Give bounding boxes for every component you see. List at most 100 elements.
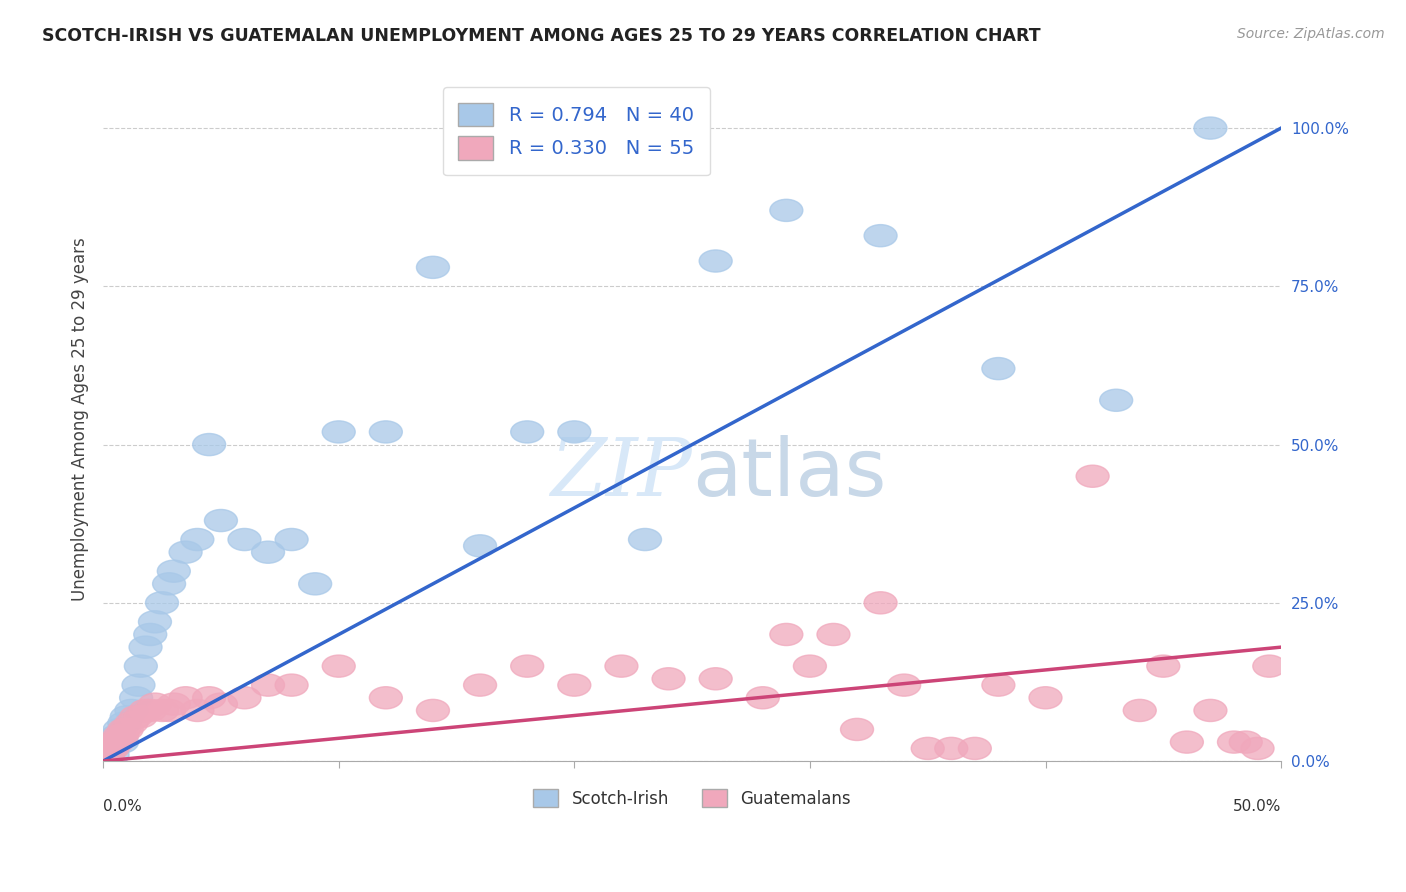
Text: ZIP: ZIP — [550, 435, 692, 513]
Ellipse shape — [103, 724, 136, 747]
Ellipse shape — [841, 718, 873, 740]
Ellipse shape — [193, 434, 225, 456]
Ellipse shape — [157, 693, 190, 715]
Ellipse shape — [322, 421, 356, 443]
Ellipse shape — [1218, 731, 1250, 753]
Ellipse shape — [94, 738, 127, 759]
Ellipse shape — [959, 738, 991, 759]
Ellipse shape — [110, 706, 143, 728]
Ellipse shape — [464, 674, 496, 696]
Ellipse shape — [370, 687, 402, 709]
Ellipse shape — [115, 712, 148, 734]
Ellipse shape — [193, 687, 225, 709]
Ellipse shape — [981, 674, 1015, 696]
Ellipse shape — [1253, 655, 1286, 677]
Text: 50.0%: 50.0% — [1233, 799, 1281, 814]
Ellipse shape — [817, 624, 851, 646]
Ellipse shape — [510, 421, 544, 443]
Ellipse shape — [146, 699, 179, 722]
Ellipse shape — [94, 738, 127, 759]
Ellipse shape — [122, 674, 155, 696]
Ellipse shape — [98, 731, 131, 753]
Ellipse shape — [510, 655, 544, 677]
Ellipse shape — [1123, 699, 1156, 722]
Ellipse shape — [981, 358, 1015, 380]
Ellipse shape — [1241, 738, 1274, 759]
Ellipse shape — [228, 687, 262, 709]
Ellipse shape — [96, 738, 129, 759]
Ellipse shape — [129, 636, 162, 658]
Ellipse shape — [1170, 731, 1204, 753]
Ellipse shape — [108, 712, 141, 734]
Ellipse shape — [1147, 655, 1180, 677]
Ellipse shape — [169, 541, 202, 563]
Ellipse shape — [935, 738, 967, 759]
Ellipse shape — [120, 687, 153, 709]
Ellipse shape — [252, 674, 284, 696]
Ellipse shape — [628, 528, 661, 550]
Ellipse shape — [153, 699, 186, 722]
Ellipse shape — [124, 655, 157, 677]
Ellipse shape — [1029, 687, 1062, 709]
Ellipse shape — [558, 674, 591, 696]
Ellipse shape — [124, 706, 157, 728]
Ellipse shape — [138, 693, 172, 715]
Ellipse shape — [1229, 731, 1263, 753]
Ellipse shape — [181, 528, 214, 550]
Ellipse shape — [252, 541, 284, 563]
Ellipse shape — [793, 655, 827, 677]
Ellipse shape — [134, 699, 167, 722]
Ellipse shape — [91, 744, 124, 766]
Ellipse shape — [298, 573, 332, 595]
Text: atlas: atlas — [692, 435, 887, 513]
Ellipse shape — [652, 668, 685, 690]
Ellipse shape — [747, 687, 779, 709]
Text: 0.0%: 0.0% — [103, 799, 142, 814]
Text: SCOTCH-IRISH VS GUATEMALAN UNEMPLOYMENT AMONG AGES 25 TO 29 YEARS CORRELATION CH: SCOTCH-IRISH VS GUATEMALAN UNEMPLOYMENT … — [42, 27, 1040, 45]
Ellipse shape — [101, 731, 134, 753]
Ellipse shape — [105, 724, 138, 747]
Ellipse shape — [157, 560, 190, 582]
Ellipse shape — [416, 256, 450, 278]
Ellipse shape — [699, 668, 733, 690]
Ellipse shape — [558, 421, 591, 443]
Ellipse shape — [169, 687, 202, 709]
Ellipse shape — [322, 655, 356, 677]
Ellipse shape — [146, 591, 179, 614]
Ellipse shape — [138, 611, 172, 633]
Ellipse shape — [1076, 465, 1109, 487]
Ellipse shape — [101, 724, 134, 747]
Ellipse shape — [865, 591, 897, 614]
Ellipse shape — [887, 674, 921, 696]
Ellipse shape — [1194, 699, 1227, 722]
Ellipse shape — [181, 699, 214, 722]
Y-axis label: Unemployment Among Ages 25 to 29 years: Unemployment Among Ages 25 to 29 years — [72, 237, 89, 601]
Ellipse shape — [110, 718, 143, 740]
Ellipse shape — [1099, 389, 1133, 411]
Ellipse shape — [605, 655, 638, 677]
Ellipse shape — [120, 706, 153, 728]
Ellipse shape — [204, 693, 238, 715]
Ellipse shape — [96, 744, 129, 766]
Ellipse shape — [153, 573, 186, 595]
Ellipse shape — [103, 718, 136, 740]
Ellipse shape — [770, 624, 803, 646]
Ellipse shape — [105, 731, 138, 753]
Ellipse shape — [699, 250, 733, 272]
Ellipse shape — [770, 199, 803, 221]
Ellipse shape — [129, 699, 162, 722]
Text: Source: ZipAtlas.com: Source: ZipAtlas.com — [1237, 27, 1385, 41]
Ellipse shape — [98, 731, 131, 753]
Ellipse shape — [134, 624, 167, 646]
Ellipse shape — [911, 738, 945, 759]
Ellipse shape — [276, 674, 308, 696]
Ellipse shape — [228, 528, 262, 550]
Ellipse shape — [91, 744, 124, 766]
Ellipse shape — [108, 718, 141, 740]
Ellipse shape — [115, 699, 148, 722]
Ellipse shape — [865, 225, 897, 247]
Ellipse shape — [276, 528, 308, 550]
Ellipse shape — [416, 699, 450, 722]
Ellipse shape — [370, 421, 402, 443]
Ellipse shape — [1194, 117, 1227, 139]
